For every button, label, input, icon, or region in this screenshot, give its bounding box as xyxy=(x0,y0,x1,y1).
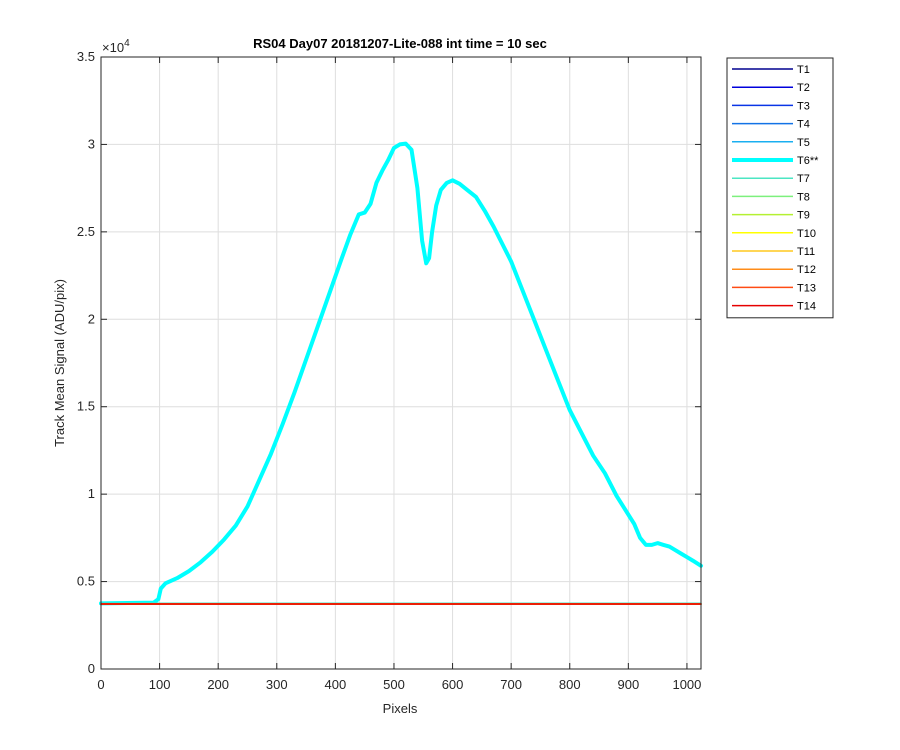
legend-label-T11: T11 xyxy=(797,246,815,258)
x-tick-label: 700 xyxy=(500,677,522,692)
legend-label-T8: T8 xyxy=(797,191,810,203)
x-tick-label: 600 xyxy=(442,677,464,692)
y-tick-label: 3 xyxy=(88,136,95,151)
x-tick-label: 100 xyxy=(149,677,171,692)
plot-area: 0 100 200 300 400 500 600 700 800 900 1000 0 0.5 1 1.5… xyxy=(77,49,703,692)
legend-label-T7: T7 xyxy=(797,173,810,185)
x-tick-label: 200 xyxy=(207,677,229,692)
y-axis-label: Track Mean Signal (ADU/pix) xyxy=(52,279,67,447)
legend-label-T13: T13 xyxy=(797,282,816,294)
x-tick-label: 300 xyxy=(266,677,288,692)
y-tick-label: 3.5 xyxy=(77,49,95,64)
series-line-T6 xyxy=(99,141,703,606)
legend-label-T2: T2 xyxy=(797,82,810,94)
x-tick-label: 1000 xyxy=(672,677,701,692)
axes-box xyxy=(100,56,702,670)
x-tick-label: 800 xyxy=(559,677,581,692)
legend-label-T6: T6** xyxy=(797,155,819,167)
legend-label-T12: T12 xyxy=(797,264,816,276)
x-tick-label: 500 xyxy=(383,677,405,692)
y-tick-label: 2.5 xyxy=(77,224,95,239)
y-tick-label: 0 xyxy=(88,661,95,676)
y-tick-label: 0.5 xyxy=(77,574,95,589)
legend-label-T9: T9 xyxy=(797,210,810,222)
y-exponent-label: ×104 xyxy=(102,38,130,55)
legend-label-T1: T1 xyxy=(797,64,810,76)
x-tick-label: 400 xyxy=(325,677,347,692)
y-tick-label: 1.5 xyxy=(77,399,95,414)
legend: T1 T2 T3 T4 T5 T6** T7 T8 T9 T10 T11 T12 T13 T14 xyxy=(726,57,834,319)
legend-label-T4: T4 xyxy=(797,119,810,131)
legend-label-T5: T5 xyxy=(797,137,810,149)
legend-label-T3: T3 xyxy=(797,100,810,112)
y-tick-label: 1 xyxy=(88,486,95,501)
y-tick-label: 2 xyxy=(88,311,95,326)
legend-box xyxy=(726,57,834,319)
x-tick-label: 900 xyxy=(617,677,639,692)
x-axis-label: Pixels xyxy=(383,701,418,716)
legend-label-T10: T10 xyxy=(797,228,816,240)
chart-title: RS04 Day07 20181207-Lite-088 int time = … xyxy=(253,36,547,51)
x-tick-label: 0 xyxy=(97,677,104,692)
legend-label-T14: T14 xyxy=(797,301,816,313)
